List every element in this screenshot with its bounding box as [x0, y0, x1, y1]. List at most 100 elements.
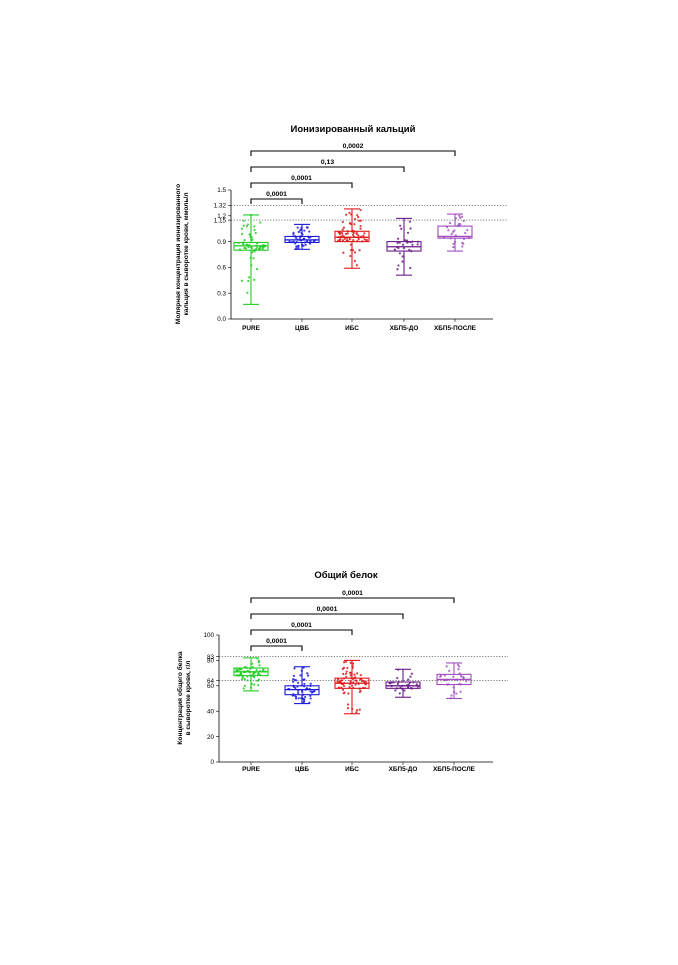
data-point [309, 697, 312, 700]
data-point [349, 672, 352, 675]
data-point [354, 218, 357, 221]
data-point [344, 660, 348, 663]
data-point [345, 239, 348, 242]
data-point [256, 246, 259, 249]
data-point [409, 266, 412, 270]
data-point [241, 676, 245, 679]
data-point [240, 227, 244, 230]
data-point [296, 245, 300, 248]
data-point [365, 238, 368, 242]
data-point [246, 223, 250, 226]
data-point [261, 669, 265, 672]
p-value-label: 0,0001 [291, 622, 312, 629]
significance-bracket [250, 597, 455, 603]
data-point [238, 668, 241, 671]
data-point [353, 223, 356, 226]
data-point [306, 672, 309, 675]
data-point [409, 675, 412, 678]
data-point [299, 236, 302, 239]
data-point [340, 679, 343, 682]
data-point [245, 225, 249, 228]
data-point [359, 673, 362, 677]
data-point [250, 247, 253, 250]
category-label: ХБП5-ДО [390, 325, 419, 332]
data-point [445, 665, 448, 668]
data-point [253, 278, 256, 281]
data-point [458, 222, 461, 226]
data-point [458, 665, 461, 668]
data-point [400, 227, 403, 230]
data-point [353, 251, 357, 254]
data-point [240, 673, 243, 676]
data-point [358, 219, 361, 222]
data-point [416, 243, 419, 246]
p-value-label: 0,0002 [343, 143, 364, 150]
data-point [296, 681, 300, 685]
y-tick-label: 1.2 [217, 213, 226, 220]
chart-total-protein: Общий белок Концентрация общего белка в … [176, 570, 508, 773]
data-point [297, 247, 300, 250]
data-point [243, 684, 246, 687]
data-point [257, 672, 260, 675]
data-point [355, 264, 358, 267]
category-label: PURE [242, 325, 260, 332]
data-point [389, 682, 392, 685]
data-point [359, 208, 362, 212]
data-point [401, 243, 405, 246]
data-point [309, 690, 312, 693]
data-point [292, 678, 295, 681]
data-point [360, 679, 364, 683]
y-tick-label: 0.0 [217, 316, 226, 323]
data-point [240, 232, 244, 236]
data-point [398, 692, 401, 695]
data-point [346, 707, 350, 710]
data-point [295, 236, 298, 240]
p-value-label: 0,0001 [342, 590, 363, 597]
data-point [251, 251, 254, 254]
data-point [336, 680, 339, 683]
data-point [252, 675, 256, 679]
data-point [396, 682, 399, 686]
data-point [342, 251, 345, 254]
data-point [297, 697, 300, 700]
data-point [292, 680, 295, 683]
data-point [353, 673, 356, 676]
category-label: ХБП5-ДО [389, 766, 418, 773]
data-point [453, 229, 456, 232]
data-point [296, 226, 299, 229]
data-point [459, 690, 462, 693]
data-point [243, 677, 246, 681]
data-point [257, 678, 261, 681]
data-point [349, 254, 352, 258]
y-axis-label-line-1: Молярная концентрация ионизированного [175, 184, 182, 324]
data-point [396, 676, 399, 680]
data-point [359, 224, 362, 228]
y-tick-label: 0.9 [217, 239, 226, 246]
data-point [304, 243, 307, 247]
data-point [295, 245, 298, 248]
data-point [350, 684, 354, 687]
y-tick-label: 64 [207, 678, 215, 685]
data-point [308, 230, 311, 233]
data-point [456, 663, 460, 666]
data-point [355, 711, 358, 714]
data-point [351, 233, 355, 237]
data-point [406, 231, 410, 234]
data-point [394, 689, 397, 692]
chart-title: Общий белок [314, 570, 377, 581]
data-point [415, 683, 418, 686]
data-point [348, 686, 351, 689]
chart-ionized-calcium: Ионизированный кальций Молярная концентр… [175, 124, 508, 332]
data-point [407, 678, 410, 681]
significance-bracket [250, 198, 303, 204]
p-value-label: 0,13 [321, 159, 334, 166]
y-tick-label: 83 [207, 654, 215, 661]
data-point [457, 668, 460, 671]
data-point [346, 232, 349, 235]
data-point [460, 215, 464, 218]
data-point [299, 674, 302, 677]
data-point [396, 241, 399, 245]
data-point [402, 247, 406, 250]
y-tick-label: 1.15 [214, 217, 227, 224]
data-point [309, 694, 312, 697]
